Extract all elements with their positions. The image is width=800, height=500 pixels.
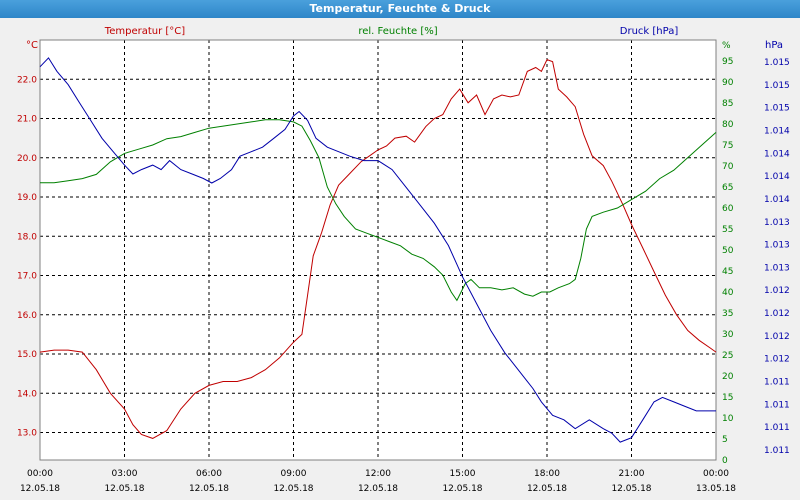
humidity-tick-label: 20: [722, 372, 734, 382]
pressure-tick-label: 1.012: [764, 309, 790, 319]
humidity-tick-label: 65: [722, 183, 733, 193]
temperature-series-title: Temperatur [°C]: [104, 26, 185, 37]
x-tick-time: 15:00: [450, 469, 476, 479]
x-tick-time: 03:00: [112, 469, 138, 479]
humidity-tick-label: 75: [722, 141, 733, 151]
pressure-tick-label: 1.013: [764, 218, 790, 228]
temperature-tick-label: 22.0: [17, 75, 37, 85]
humidity-tick-label: 40: [722, 288, 734, 298]
temperature-tick-label: 15.0: [17, 350, 37, 360]
pressure-tick-label: 1.012: [764, 286, 790, 296]
pressure-tick-label: 1.013: [764, 241, 790, 251]
series-layer: [39, 57, 717, 443]
x-tick-time: 21:00: [619, 469, 645, 479]
x-tick-date: 12.05.18: [273, 484, 313, 494]
pressure-tick-label: 1.014: [764, 126, 790, 136]
humidity-unit-label: %: [722, 41, 731, 51]
humidity-tick-label: 60: [722, 204, 734, 214]
pressure-tick-label: 1.014: [764, 172, 790, 182]
humidity-tick-label: 5: [722, 435, 728, 445]
humidity-tick-label: 15: [722, 393, 733, 403]
temperature-tick-label: 14.0: [17, 389, 37, 399]
pressure-tick-label: 1.011: [764, 400, 790, 410]
pressure-series-title: Druck [hPa]: [620, 26, 679, 37]
x-tick-time: 00:00: [703, 469, 729, 479]
temperature-unit-label: °C: [26, 40, 38, 51]
humidity-tick-label: 95: [722, 57, 733, 67]
x-tick-date: 12.05.18: [527, 484, 567, 494]
pressure-tick-label: 1.011: [764, 446, 790, 456]
humidity-series-title: rel. Feuchte [%]: [358, 26, 437, 37]
pressure-tick-label: 1.012: [764, 355, 790, 365]
humidity-tick-label: 45: [722, 267, 733, 277]
x-tick-date: 12.05.18: [189, 484, 229, 494]
x-tick-time: 00:00: [27, 469, 53, 479]
x-tick-time: 09:00: [281, 469, 307, 479]
pressure-tick-label: 1.011: [764, 378, 790, 388]
axes: 00:00 12.05.18 03:00 12.05.18 06:00 12.05.18 0…: [17, 39, 790, 494]
x-tick-time: 18:00: [534, 469, 560, 479]
humidity-tick-label: 55: [722, 225, 733, 235]
humidity-tick-label: 30: [722, 330, 734, 340]
humidity-tick-label: 80: [722, 120, 734, 130]
humidity-series-line: [40, 119, 717, 302]
temperature-tick-label: 13.0: [17, 429, 37, 439]
window-title: Temperatur, Feuchte & Druck: [0, 0, 800, 18]
temperature-tick-label: 21.0: [17, 115, 37, 125]
x-tick-date: 12.05.18: [611, 484, 651, 494]
x-tick-time: 06:00: [196, 469, 222, 479]
x-tick-date: 12.05.18: [442, 484, 482, 494]
temperature-tick-label: 19.0: [17, 193, 37, 203]
humidity-tick-label: 70: [722, 162, 734, 172]
pressure-tick-label: 1.014: [764, 195, 790, 205]
pressure-tick-label: 1.013: [764, 263, 790, 273]
plot-frame: [39, 39, 717, 461]
pressure-unit-label: hPa: [765, 40, 783, 51]
temperature-tick-label: 17.0: [17, 272, 37, 282]
pressure-tick-label: 1.015: [764, 104, 790, 114]
humidity-tick-label: 35: [722, 309, 733, 319]
x-tick-date: 12.05.18: [104, 484, 144, 494]
pressure-tick-label: 1.011: [764, 423, 790, 433]
humidity-tick-label: 25: [722, 351, 733, 361]
x-tick-date: 12.05.18: [358, 484, 398, 494]
x-tick-time: 12:00: [365, 469, 391, 479]
humidity-tick-label: 50: [722, 246, 734, 256]
humidity-tick-label: 90: [722, 78, 734, 88]
humidity-tick-label: 0: [722, 456, 728, 466]
pressure-tick-label: 1.015: [764, 81, 790, 91]
humidity-tick-label: 10: [722, 414, 734, 424]
humidity-tick-label: 85: [722, 99, 733, 109]
temperature-tick-label: 16.0: [17, 311, 37, 321]
temperature-series-line: [39, 58, 717, 439]
pressure-series-line: [39, 57, 716, 443]
x-tick-date: 12.05.18: [20, 484, 60, 494]
pressure-tick-label: 1.014: [764, 149, 790, 159]
pressure-tick-label: 1.015: [764, 58, 790, 68]
pressure-tick-label: 1.012: [764, 332, 790, 342]
temperature-tick-label: 20.0: [17, 154, 37, 164]
grid: [40, 40, 716, 460]
temperature-tick-label: 18.0: [17, 232, 37, 242]
x-tick-date: 13.05.18: [696, 484, 736, 494]
